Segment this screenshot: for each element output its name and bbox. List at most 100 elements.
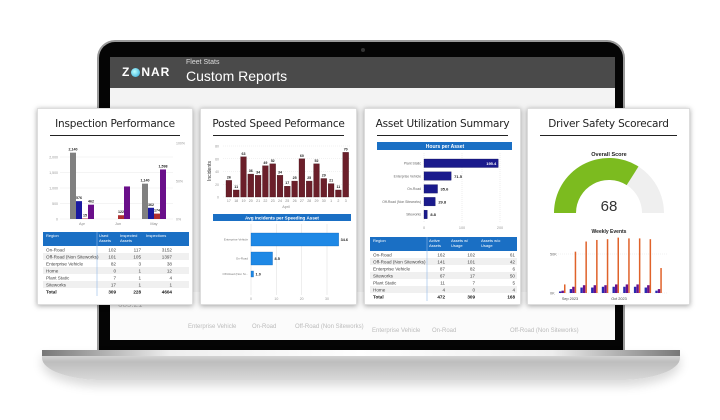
x-tick: 200 [497, 226, 503, 230]
bar [623, 286, 626, 293]
card-title: Inspection Performance [55, 118, 175, 130]
bar [250, 232, 339, 247]
background-label: On-Road [432, 328, 457, 334]
bar [423, 197, 436, 207]
bar [585, 241, 587, 293]
data-label: 34.6 [341, 238, 348, 242]
bar [628, 238, 630, 293]
y-tick: 50K [550, 253, 557, 257]
bar [559, 291, 562, 293]
x-tick: 0 [423, 226, 425, 230]
table-row [370, 258, 517, 265]
table-row [43, 281, 189, 288]
table-cell: 11 [440, 280, 445, 285]
column-header: Assets [99, 238, 111, 243]
bar [255, 175, 262, 198]
bar [233, 189, 240, 198]
bar [633, 286, 637, 293]
data-label: 36 [249, 169, 253, 173]
inspection-performance-card[interactable]: Inspection Performance 0 500 1,000 1,500 2,0… [37, 108, 193, 305]
category-label: Enterprise Vehicle [394, 174, 421, 178]
chart-title: Weekly Events [592, 229, 627, 235]
driver-safety-card[interactable]: Driver Safety Scorecard Overall Score 68 W… [527, 108, 690, 305]
divider [540, 135, 677, 136]
bar [612, 286, 615, 293]
column-header: Inspected [120, 233, 137, 238]
bar [142, 183, 148, 219]
bar [647, 285, 650, 293]
y-axis-label: Incidents [207, 160, 213, 181]
table-cell: Off-Road (Non Siteworks) [373, 259, 426, 264]
bar [269, 163, 276, 198]
category-label: Off-Road (Non Siteworks) [382, 200, 421, 204]
table-cell: On-Road [46, 247, 65, 252]
bar [606, 239, 609, 293]
table-cell: 4 [442, 287, 445, 292]
table-cell: 162 [437, 252, 445, 257]
data-label: 63 [242, 152, 246, 156]
column-header: Assets [429, 243, 441, 248]
category-label: Plant Static [404, 162, 421, 166]
bar [247, 173, 254, 198]
table-cell: Home [373, 287, 386, 292]
bar [649, 239, 652, 293]
data-label: 8.8 [430, 212, 436, 217]
table-cell: 0 [113, 268, 116, 273]
data-label: 29.8 [438, 199, 447, 204]
x-tick: 0 [250, 297, 252, 301]
bar [250, 251, 273, 266]
bar [313, 163, 320, 198]
bar [596, 239, 598, 293]
data-label: 195.4 [486, 161, 497, 166]
data-label: 1,598 [159, 164, 168, 168]
table-cell: 17 [470, 273, 476, 278]
x-tick: 29 [315, 199, 319, 203]
x-tick: 28 [307, 199, 311, 203]
data-label: 11 [234, 185, 238, 189]
table-row [370, 286, 517, 293]
background-label: Enterprise Vehicle [372, 328, 421, 334]
table-total-cell: 309 [108, 290, 116, 295]
column-header: Usage [481, 243, 493, 248]
bar [423, 158, 499, 168]
bar [615, 284, 618, 293]
bar [250, 270, 254, 278]
x-tick: Oct 2023 [611, 297, 626, 301]
asset-utilization-card[interactable]: Asset Utilization Summary Hours per Asse… [364, 108, 521, 305]
gauge-value: 68 [601, 198, 618, 215]
y-tick: 0 [217, 196, 219, 200]
table-cell: Siteworks [373, 273, 394, 278]
x-tick: 24 [278, 199, 282, 203]
x-tick: 30 [322, 199, 326, 203]
x-tick: 20 [249, 199, 253, 203]
bar [617, 237, 619, 293]
data-label: 362 [148, 203, 154, 207]
table-cell: 102 [467, 252, 475, 257]
data-label: 49 [263, 161, 267, 165]
bar [284, 186, 291, 198]
table-cell: Plant Static [373, 280, 397, 285]
bar [582, 285, 586, 293]
table-cell: 5 [512, 280, 515, 285]
utilization-chart: Hours per Asset 0 100 200 195.4 Plant Static 7… [370, 142, 517, 301]
bar [160, 169, 166, 219]
table-cell: Home [46, 268, 59, 273]
bar [306, 180, 313, 198]
x-tick: 21 [256, 199, 260, 203]
card-title: Driver Safety Scorecard [548, 118, 669, 130]
data-label: 52 [315, 159, 319, 163]
posted-speed-card[interactable]: Posted Speed Peformance 0 20 40 60 80 Inciden… [200, 108, 357, 305]
page-title: Custom Reports [186, 68, 288, 84]
category-label: On-Road [236, 257, 249, 261]
bar [225, 180, 232, 198]
chart-title-bar [213, 214, 351, 221]
data-label: 17 [285, 181, 289, 185]
x-tick: May [150, 222, 157, 226]
divider [213, 135, 344, 136]
table-total-cell: 4604 [162, 290, 173, 295]
x-tick: 26 [293, 199, 297, 203]
bar [564, 284, 566, 293]
y-tick: 20 [215, 183, 219, 187]
data-label: 11 [336, 185, 340, 189]
table-cell: Enterprise Vehicle [373, 266, 410, 271]
